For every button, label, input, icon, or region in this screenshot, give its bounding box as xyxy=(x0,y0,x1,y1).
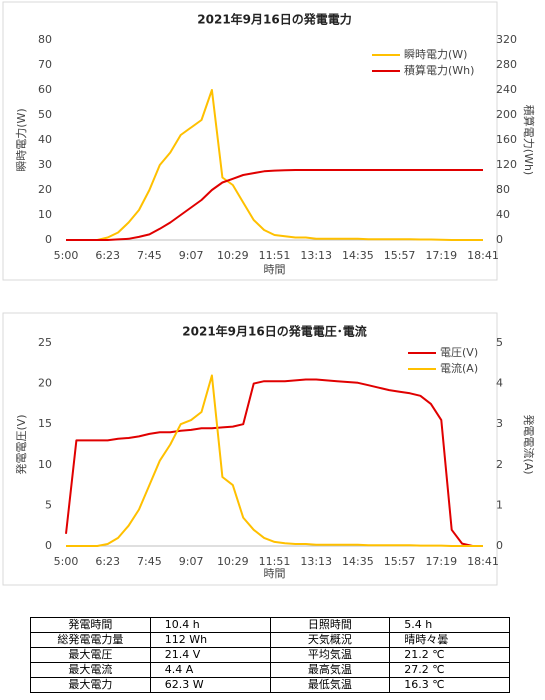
y2-tick-label: 160 xyxy=(496,133,517,146)
y-tick-label: 10 xyxy=(38,458,52,471)
table-value: 4.4 A xyxy=(149,662,271,678)
legend-label: 瞬時電力(W) xyxy=(404,48,467,61)
table-row: 発電時間 10.4 h 日照時間 5.4 h xyxy=(30,617,510,633)
x-tick-label: 10:29 xyxy=(217,555,249,568)
y2-tick-label: 0 xyxy=(496,539,503,552)
x-axis-title: 時間 xyxy=(264,263,286,276)
y-tick-label: 20 xyxy=(38,377,52,390)
x-tick-label: 11:51 xyxy=(259,249,291,262)
y-axis-title: 瞬時電力(W) xyxy=(15,108,28,171)
y2-tick-label: 80 xyxy=(496,183,510,196)
y2-tick-label: 320 xyxy=(496,33,517,46)
y-tick-label: 50 xyxy=(38,108,52,121)
x-tick-label: 14:35 xyxy=(342,249,374,262)
table-value: 112 Wh xyxy=(149,632,271,648)
table-row: 最大電圧 21.4 V 平均気温 21.2 ℃ xyxy=(30,647,510,663)
x-tick-label: 6:23 xyxy=(95,249,120,262)
table-label: 最大電力 xyxy=(30,677,151,693)
y2-axis-title: 発電電流(A) xyxy=(522,414,536,474)
x-tick-label: 5:00 xyxy=(54,555,79,568)
chart-frame xyxy=(2,312,498,586)
y-tick-label: 25 xyxy=(38,336,52,349)
table-value: 10.4 h xyxy=(149,617,271,633)
y2-tick-label: 2 xyxy=(496,458,503,471)
y-tick-label: 80 xyxy=(38,33,52,46)
data-line xyxy=(66,374,483,547)
y2-tick-label: 120 xyxy=(496,158,517,171)
table-label: 最高気温 xyxy=(269,662,391,678)
y-tick-label: 10 xyxy=(38,208,52,221)
x-tick-label: 5:00 xyxy=(54,249,79,262)
table-value: 16.3 ℃ xyxy=(389,677,510,693)
x-tick-label: 7:45 xyxy=(137,555,162,568)
table-label: 最低気温 xyxy=(269,677,391,693)
y-axis-title: 発電電圧(V) xyxy=(14,414,28,474)
y2-axis-title: 積算電力(Wh) xyxy=(522,105,536,175)
chart-title: 2021年9月16日の発電電力 xyxy=(197,12,351,27)
x-tick-label: 13:13 xyxy=(300,555,332,568)
y2-tick-label: 40 xyxy=(496,208,510,221)
x-tick-label: 6:23 xyxy=(95,555,120,568)
y-tick-label: 30 xyxy=(38,158,52,171)
y-tick-label: 20 xyxy=(38,183,52,196)
table-label: 最大電圧 xyxy=(30,647,151,663)
table-value: 5.4 h xyxy=(389,617,510,633)
data-line xyxy=(66,169,483,241)
legend-label: 電圧(V) xyxy=(440,346,478,359)
x-tick-label: 17:19 xyxy=(425,555,457,568)
table-label: 日照時間 xyxy=(269,617,391,633)
y2-tick-label: 4 xyxy=(496,377,503,390)
chart: 2021年9月16日の発電電力 0 10 20 30 40 50 60 70 80 0 40 80 120… xyxy=(2,1,536,281)
table-label: 天気概況 xyxy=(269,632,391,648)
y2-tick-label: 200 xyxy=(496,108,517,121)
table-value: 62.3 W xyxy=(149,677,271,693)
x-tick-label: 17:19 xyxy=(425,249,457,262)
chart-title: 2021年9月16日の発電電圧･電流 xyxy=(182,324,366,339)
y-tick-label: 60 xyxy=(38,83,52,96)
y2-tick-label: 0 xyxy=(496,233,503,246)
y-tick-label: 5 xyxy=(45,498,52,511)
table-value: 21.2 ℃ xyxy=(389,647,510,663)
x-tick-label: 15:57 xyxy=(384,555,416,568)
table-value: 27.2 ℃ xyxy=(389,662,510,678)
table-row: 最大電流 4.4 A 最高気温 27.2 ℃ xyxy=(30,662,510,678)
x-tick-label: 9:07 xyxy=(179,555,204,568)
table-label: 平均気温 xyxy=(269,647,391,663)
data-line xyxy=(66,89,483,241)
chart: 2021年9月16日の発電電圧･電流 0 5 10 15 20 25 0 1 2 3 4 5 5:00 6:… xyxy=(2,312,536,586)
x-tick-label: 15:57 xyxy=(384,249,416,262)
y2-tick-label: 1 xyxy=(496,498,503,511)
x-tick-label: 18:41 xyxy=(467,555,499,568)
table-value: 21.4 V xyxy=(149,647,271,663)
y-tick-label: 70 xyxy=(38,58,52,71)
y2-tick-label: 280 xyxy=(496,58,517,71)
table-row: 最大電力 62.3 W 最低気温 16.3 ℃ xyxy=(30,677,510,693)
y-tick-label: 0 xyxy=(45,233,52,246)
data-line xyxy=(65,378,483,547)
y-tick-label: 0 xyxy=(45,539,52,552)
x-tick-label: 10:29 xyxy=(217,249,249,262)
y2-tick-label: 240 xyxy=(496,83,517,96)
table-value: 晴時々曇 xyxy=(389,632,510,648)
x-tick-label: 14:35 xyxy=(342,555,374,568)
legend-label: 積算電力(Wh) xyxy=(404,63,474,77)
legend-label: 電流(A) xyxy=(440,361,478,375)
x-tick-label: 13:13 xyxy=(300,249,332,262)
y-tick-label: 40 xyxy=(38,133,52,146)
x-tick-label: 18:41 xyxy=(467,249,499,262)
y-tick-label: 15 xyxy=(38,417,52,430)
x-tick-label: 11:51 xyxy=(259,555,291,568)
summary-table: 発電時間 10.4 h 日照時間 5.4 h 総発電電力量 112 Wh 天気概況 晴時々曇最… xyxy=(30,617,510,693)
table-label: 最大電流 xyxy=(30,662,151,678)
table-label: 総発電電力量 xyxy=(30,632,151,648)
table-row: 総発電電力量 112 Wh 天気概況 晴時々曇 xyxy=(30,632,510,648)
x-tick-label: 7:45 xyxy=(137,249,162,262)
chart-frame xyxy=(2,1,498,281)
y2-tick-label: 5 xyxy=(496,336,503,349)
table-label: 発電時間 xyxy=(30,617,151,633)
x-tick-label: 9:07 xyxy=(179,249,204,262)
x-axis-title: 時間 xyxy=(264,567,286,580)
y2-tick-label: 3 xyxy=(496,417,503,430)
